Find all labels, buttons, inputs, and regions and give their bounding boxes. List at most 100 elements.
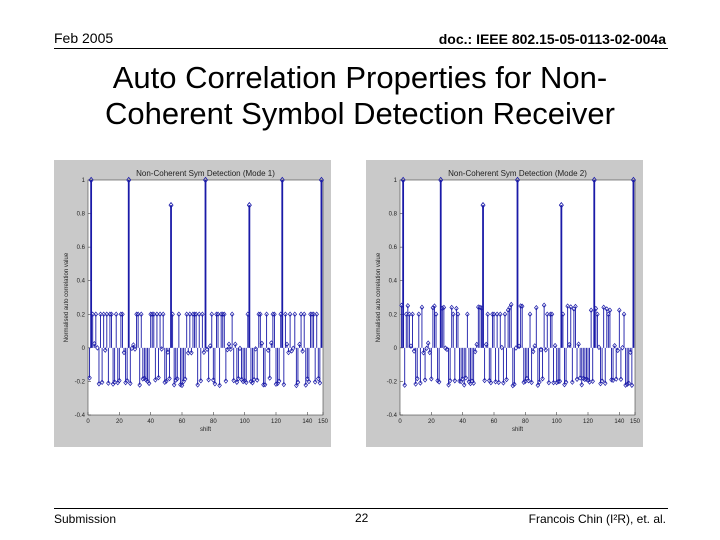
peak-marker [279, 176, 285, 184]
sidelobe-marker [128, 380, 133, 387]
footer-submission: Submission [54, 512, 117, 526]
sidelobe-marker [543, 347, 548, 353]
sidelobe-marker [272, 311, 277, 318]
sidelobe-marker [496, 379, 501, 386]
x-axis-label: shift [200, 427, 211, 433]
sidelobe-marker [601, 304, 606, 311]
sidelobe-marker [552, 342, 558, 349]
sidelobe-marker [429, 376, 434, 382]
sidelobe-marker [402, 382, 407, 388]
x-tick-label: 100 [240, 419, 251, 425]
sidelobe-marker [501, 380, 506, 386]
x-tick-label: 120 [583, 419, 594, 425]
x-tick-label: 150 [318, 419, 329, 425]
peak-marker [400, 176, 406, 184]
sidelobe-marker [541, 302, 547, 309]
sidelobe-marker [131, 342, 136, 348]
sidelobe-marker [454, 305, 459, 312]
sidelobe-marker [446, 382, 451, 388]
sidelobe-marker [254, 377, 260, 383]
y-tick-label: 0.2 [77, 312, 86, 318]
chart-panel-mode1: Non-Coherent Sym Detection (Mode 1) 1 0.8 0… [54, 160, 331, 447]
sidelobe-marker [602, 380, 608, 386]
sidelobe-marker [508, 301, 514, 308]
y-tick-label: 0.2 [389, 312, 398, 318]
chart-title: Non-Coherent Sym Detection (Mode 2) [448, 169, 587, 178]
y-tick-label: -0.2 [75, 379, 86, 385]
header-doc-id: doc.: IEEE 802.15-05-0113-02-004a [438, 31, 666, 47]
sidelobe-marker [223, 378, 229, 384]
sidelobe-marker [491, 311, 497, 318]
y-tick-label: 0.8 [389, 212, 398, 218]
sidelobe-marker [192, 311, 197, 318]
sidelobe-marker [441, 304, 447, 311]
x-tick-label: 20 [116, 419, 123, 425]
sidelobe-marker [186, 350, 191, 356]
sidelobe-marker [120, 311, 125, 318]
sidelobe-marker [490, 311, 495, 318]
sidelobe-marker [502, 311, 508, 318]
y-tick-label: 0.6 [389, 245, 398, 251]
sidelobe-marker [617, 307, 622, 314]
sidelobe-marker [298, 311, 304, 318]
sidelobe-marker [463, 375, 469, 381]
y-axis-label: Normalised auto correlation value [64, 252, 70, 342]
peak-marker [591, 176, 597, 184]
sidelobe-marker [482, 377, 487, 384]
x-tick-label: 60 [491, 419, 498, 425]
sidelobe-marker [306, 378, 312, 385]
sidelobe-marker [151, 311, 157, 318]
sidelobe-marker [236, 375, 241, 382]
sidelobe-marker [240, 378, 246, 385]
sidelobe-marker [301, 311, 307, 318]
sidelobe-marker [579, 381, 584, 388]
sidelobe-marker [182, 376, 188, 382]
sidelobe-marker [276, 378, 282, 384]
sidelobe-marker [217, 382, 222, 389]
y-tick-label: 0.8 [77, 212, 86, 218]
sidelobe-marker [626, 380, 631, 386]
sidelobe-marker [521, 379, 527, 385]
sidelobe-marker [549, 311, 555, 318]
sidelobe-marker [167, 375, 172, 382]
sidelobe-marker [629, 382, 635, 388]
x-tick-label: 120 [271, 419, 282, 425]
sidelobe-marker [596, 344, 602, 351]
sidelobe-marker [568, 304, 574, 310]
footer-author: Francois Chin (I²R), et. al. [528, 512, 666, 526]
x-tick-label: 100 [552, 419, 563, 425]
slide-title: Auto Correlation Properties for Non- Coh… [60, 60, 660, 132]
sidelobe-marker [154, 311, 160, 318]
sidelobe-marker [231, 377, 236, 384]
sidelobe-marker [309, 311, 315, 318]
y-tick-label: -0.2 [387, 379, 398, 385]
sidelobe-marker [96, 380, 102, 387]
y-tick-label: 0 [82, 346, 86, 352]
peak-marker [318, 176, 324, 184]
x-tick-label: 60 [179, 419, 186, 425]
sidelobe-marker [106, 380, 111, 386]
chart-title: Non-Coherent Sym Detection (Mode 1) [136, 169, 275, 178]
sidelobe-marker [107, 311, 113, 318]
sidelobe-marker [447, 377, 453, 384]
sidelobe-marker [228, 346, 233, 352]
sidelobe-marker [610, 377, 616, 384]
sidelobe-marker [419, 304, 425, 311]
sidelobe-marker [189, 349, 194, 356]
footer-page-number: 22 [355, 511, 369, 525]
peak-marker [202, 176, 209, 184]
sidelobe-marker [117, 377, 122, 384]
sidelobe-marker [499, 344, 505, 351]
sidelobe-marker [214, 311, 219, 318]
sidelobe-marker [149, 311, 155, 318]
sidelobe-marker [519, 303, 525, 310]
sidelobe-marker [418, 380, 423, 386]
sidelobe-marker [476, 304, 481, 310]
peak-marker [438, 176, 444, 184]
sidelobe-marker [295, 379, 301, 385]
sidelobe-marker [595, 311, 600, 318]
slide-title-line1: Auto Correlation Properties for Non- [112, 60, 608, 95]
sidelobe-marker [102, 347, 108, 353]
sidelobe-marker [222, 311, 227, 318]
sidelobe-marker [175, 375, 180, 382]
